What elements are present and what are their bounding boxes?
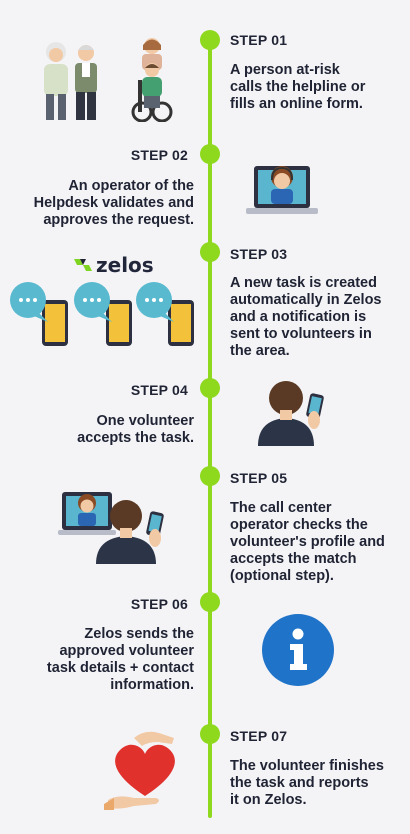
step-04-text: One volunteer accepts the task. <box>77 413 194 446</box>
zelos-logo-icon <box>74 259 92 271</box>
timeline-dot-5 <box>200 466 220 486</box>
step-02-text: An operator of the Helpdesk validates an… <box>33 178 194 228</box>
step-01-text: A person at-risk calls the helpline or f… <box>230 62 366 112</box>
zelos-logo: zelos <box>74 253 154 277</box>
volunteer-phone-icon <box>258 381 324 446</box>
info-icon <box>262 614 334 686</box>
timeline-dot-6 <box>200 592 220 612</box>
operator-volunteer-match-icon <box>58 492 164 564</box>
timeline-dot-7 <box>200 724 220 744</box>
step-05-text: The call center operator checks the volu… <box>230 500 385 584</box>
zelos-wordmark: zelos <box>96 253 154 277</box>
timeline-dot-1 <box>200 30 220 50</box>
step-03-text: A new task is created automatically in Z… <box>230 275 382 359</box>
chat-phone-icon <box>10 282 194 346</box>
step-03-label: STEP 03 <box>230 246 288 262</box>
step-05-label: STEP 05 <box>230 470 288 486</box>
step-02-label: STEP 02 <box>130 147 188 163</box>
step-04-label: STEP 04 <box>130 382 188 398</box>
wheelchair-icon <box>131 38 173 122</box>
timeline-line <box>208 38 212 818</box>
timeline-dot-2 <box>200 144 220 164</box>
step-01-label: STEP 01 <box>230 32 288 48</box>
step-07-text: The volunteer finishes the task and repo… <box>230 758 384 808</box>
step-07-label: STEP 07 <box>230 728 288 744</box>
timeline-dot-4 <box>200 378 220 398</box>
operator-laptop-icon <box>246 166 318 214</box>
heart-hands-icon <box>104 731 175 810</box>
step-06-label: STEP 06 <box>130 596 188 612</box>
step-06-text: Zelos sends the approved volunteer task … <box>46 626 194 693</box>
timeline-dot-3 <box>200 242 220 262</box>
elderly-couple-icon <box>44 42 97 120</box>
